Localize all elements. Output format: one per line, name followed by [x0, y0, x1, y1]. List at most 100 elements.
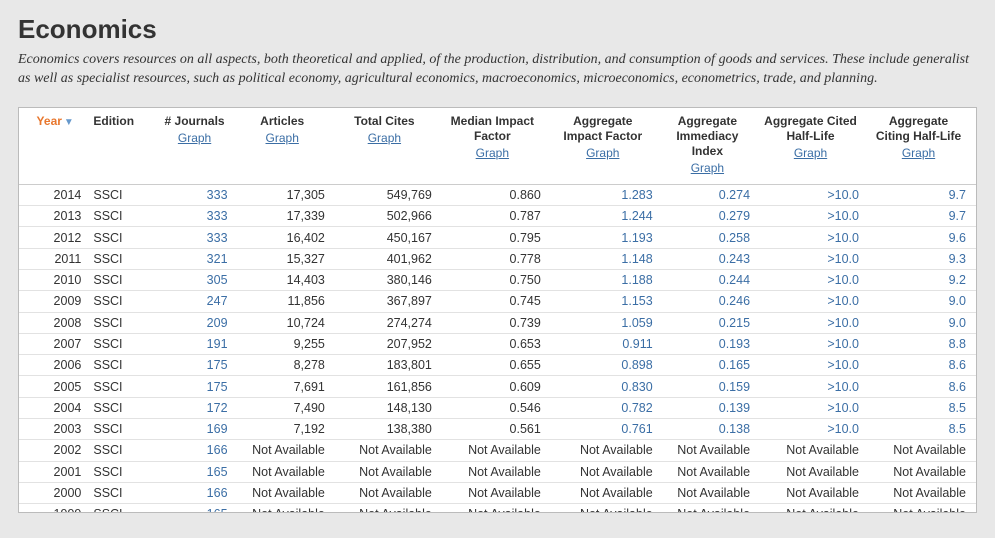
- col-header-acited[interactable]: Aggregate Cited Half-Life Graph: [756, 114, 865, 176]
- cell-articles: 8,278: [234, 358, 331, 372]
- cell-year: 2005: [23, 380, 87, 394]
- cell-acited[interactable]: >10.0: [756, 358, 865, 372]
- cell-aciting[interactable]: 9.0: [865, 294, 972, 308]
- col-header-articles[interactable]: Articles Graph: [234, 114, 331, 176]
- cell-mif: 0.561: [438, 422, 547, 436]
- cell-njournals[interactable]: 175: [156, 358, 234, 372]
- cell-aif[interactable]: 0.830: [547, 380, 659, 394]
- graph-link[interactable]: Graph: [691, 161, 724, 176]
- cell-aii[interactable]: 0.165: [659, 358, 756, 372]
- cell-acited[interactable]: >10.0: [756, 422, 865, 436]
- cell-aciting[interactable]: 9.7: [865, 209, 972, 223]
- cell-acited[interactable]: >10.0: [756, 209, 865, 223]
- table-row: 2004SSCI1727,490148,1300.5460.7820.139>1…: [19, 398, 976, 419]
- graph-link[interactable]: Graph: [178, 131, 211, 146]
- cell-njournals[interactable]: 172: [156, 401, 234, 415]
- cell-aciting[interactable]: 8.5: [865, 422, 972, 436]
- col-header-year[interactable]: Year▼: [23, 114, 87, 176]
- cell-aciting[interactable]: 9.7: [865, 188, 972, 202]
- cell-aciting[interactable]: 9.6: [865, 231, 972, 245]
- cell-njournals[interactable]: 166: [156, 486, 234, 500]
- cell-njournals[interactable]: 165: [156, 507, 234, 512]
- cell-articles: 7,691: [234, 380, 331, 394]
- cell-aif[interactable]: 1.188: [547, 273, 659, 287]
- cell-aii: Not Available: [659, 465, 756, 479]
- col-header-aii[interactable]: Aggregate Immediacy Index Graph: [659, 114, 756, 176]
- cell-aif[interactable]: 1.059: [547, 316, 659, 330]
- cell-acited[interactable]: >10.0: [756, 231, 865, 245]
- table-row: 2007SSCI1919,255207,9520.6530.9110.193>1…: [19, 334, 976, 355]
- cell-njournals[interactable]: 321: [156, 252, 234, 266]
- cell-cites: Not Available: [331, 486, 438, 500]
- graph-link[interactable]: Graph: [266, 131, 299, 146]
- cell-aif[interactable]: 0.911: [547, 337, 659, 351]
- cell-aciting[interactable]: 9.2: [865, 273, 972, 287]
- cell-aii[interactable]: 0.159: [659, 380, 756, 394]
- cell-aif[interactable]: 0.782: [547, 401, 659, 415]
- cell-acited[interactable]: >10.0: [756, 252, 865, 266]
- col-header-edition[interactable]: Edition: [87, 114, 155, 176]
- cell-aif[interactable]: 0.761: [547, 422, 659, 436]
- cell-aii[interactable]: 0.274: [659, 188, 756, 202]
- cell-aii[interactable]: 0.139: [659, 401, 756, 415]
- table-row: 2002SSCI166Not AvailableNot AvailableNot…: [19, 440, 976, 461]
- cell-njournals[interactable]: 333: [156, 188, 234, 202]
- cell-acited[interactable]: >10.0: [756, 188, 865, 202]
- cell-aii[interactable]: 0.193: [659, 337, 756, 351]
- cell-aii[interactable]: 0.279: [659, 209, 756, 223]
- graph-link[interactable]: Graph: [794, 146, 827, 161]
- cell-njournals[interactable]: 333: [156, 209, 234, 223]
- graph-link[interactable]: Graph: [476, 146, 509, 161]
- cell-aii[interactable]: 0.244: [659, 273, 756, 287]
- cell-njournals[interactable]: 305: [156, 273, 234, 287]
- cell-njournals[interactable]: 165: [156, 465, 234, 479]
- col-header-cites[interactable]: Total Cites Graph: [331, 114, 438, 176]
- table-body[interactable]: 2014SSCI33317,305549,7690.8601.2830.274>…: [19, 185, 976, 513]
- cell-aii[interactable]: 0.138: [659, 422, 756, 436]
- col-header-aciting[interactable]: Aggregate Citing Half-Life Graph: [865, 114, 972, 176]
- graph-link[interactable]: Graph: [368, 131, 401, 146]
- cell-njournals[interactable]: 247: [156, 294, 234, 308]
- graph-link[interactable]: Graph: [586, 146, 619, 161]
- cell-year: 2007: [23, 337, 87, 351]
- cell-njournals[interactable]: 169: [156, 422, 234, 436]
- cell-njournals[interactable]: 191: [156, 337, 234, 351]
- cell-mif: Not Available: [438, 486, 547, 500]
- cell-aii[interactable]: 0.215: [659, 316, 756, 330]
- cell-acited[interactable]: >10.0: [756, 380, 865, 394]
- col-header-mif[interactable]: Median Impact Factor Graph: [438, 114, 547, 176]
- graph-link[interactable]: Graph: [902, 146, 935, 161]
- cell-njournals[interactable]: 166: [156, 443, 234, 457]
- cell-njournals[interactable]: 333: [156, 231, 234, 245]
- cell-aii[interactable]: 0.243: [659, 252, 756, 266]
- cell-aciting[interactable]: 8.8: [865, 337, 972, 351]
- cell-aciting[interactable]: 9.3: [865, 252, 972, 266]
- cell-acited[interactable]: >10.0: [756, 337, 865, 351]
- cell-njournals[interactable]: 175: [156, 380, 234, 394]
- cell-aii[interactable]: 0.246: [659, 294, 756, 308]
- cell-aciting[interactable]: 8.6: [865, 358, 972, 372]
- cell-aif[interactable]: 1.283: [547, 188, 659, 202]
- cell-njournals[interactable]: 209: [156, 316, 234, 330]
- cell-acited[interactable]: >10.0: [756, 294, 865, 308]
- cell-acited[interactable]: >10.0: [756, 273, 865, 287]
- cell-aciting: Not Available: [865, 507, 972, 512]
- cell-aif[interactable]: 1.193: [547, 231, 659, 245]
- cell-acited[interactable]: >10.0: [756, 401, 865, 415]
- cell-aif[interactable]: 1.148: [547, 252, 659, 266]
- col-header-aif[interactable]: Aggregate Impact Factor Graph: [547, 114, 659, 176]
- cell-aii[interactable]: 0.258: [659, 231, 756, 245]
- cell-aif[interactable]: 1.244: [547, 209, 659, 223]
- cell-acited[interactable]: >10.0: [756, 316, 865, 330]
- cell-articles: 7,490: [234, 401, 331, 415]
- cell-cites: 161,856: [331, 380, 438, 394]
- cell-aciting[interactable]: 8.6: [865, 380, 972, 394]
- cell-year: 2012: [23, 231, 87, 245]
- cell-aif[interactable]: 1.153: [547, 294, 659, 308]
- cell-aciting[interactable]: 9.0: [865, 316, 972, 330]
- cell-edition: SSCI: [87, 252, 155, 266]
- cell-year: 2008: [23, 316, 87, 330]
- col-header-journals[interactable]: # Journals Graph: [156, 114, 234, 176]
- cell-aciting[interactable]: 8.5: [865, 401, 972, 415]
- cell-aif[interactable]: 0.898: [547, 358, 659, 372]
